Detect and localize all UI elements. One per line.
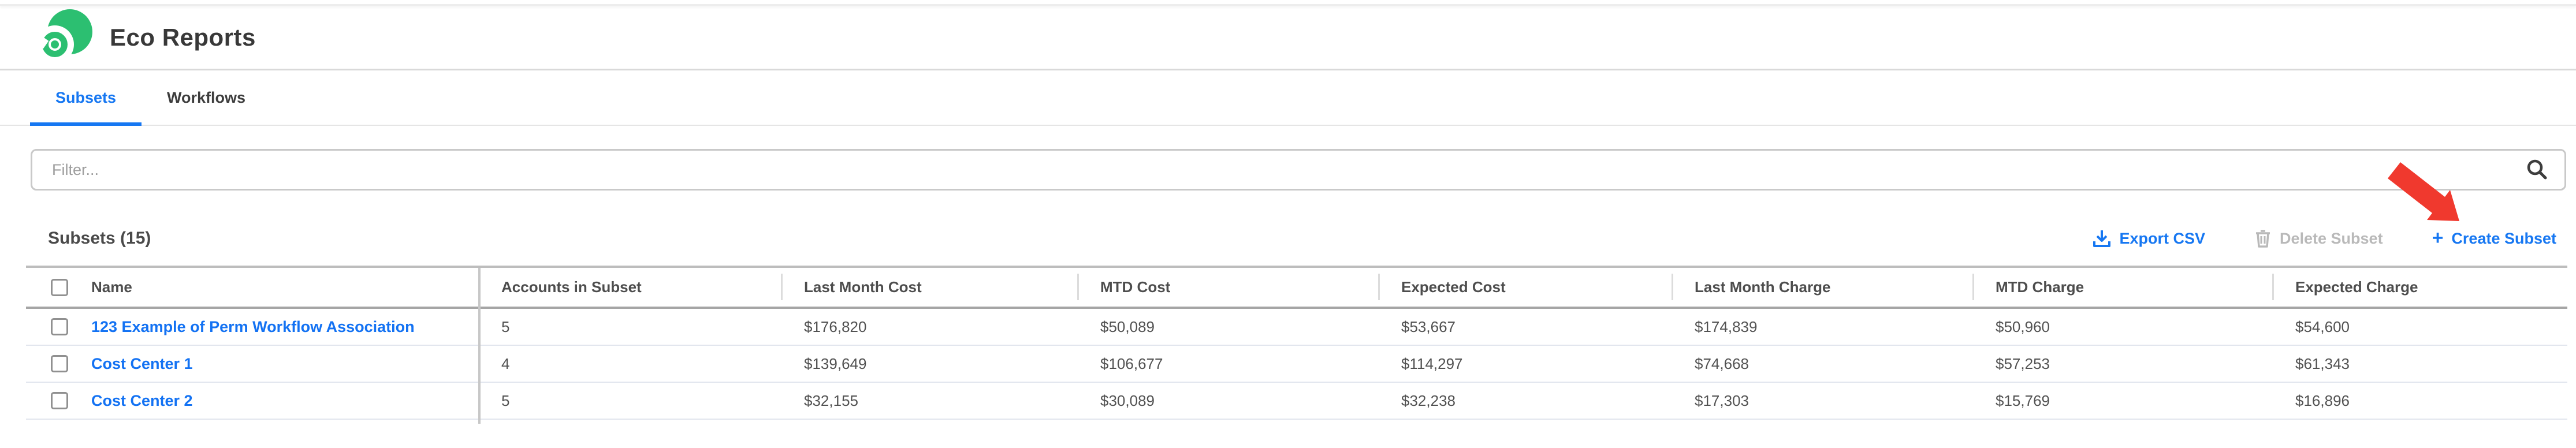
- row-checkbox[interactable]: [51, 318, 68, 335]
- column-divider: [478, 268, 481, 424]
- filter-field: [31, 149, 2566, 191]
- page-title: Eco Reports: [110, 23, 256, 51]
- row-checkbox[interactable]: [51, 355, 68, 372]
- filter-input[interactable]: [32, 160, 2525, 179]
- delete-subset-button[interactable]: Delete Subset: [2254, 229, 2383, 248]
- select-all-checkbox[interactable]: [51, 278, 68, 296]
- tab-subsets[interactable]: Subsets: [30, 70, 142, 126]
- column-header-last-month-cost: Last Month Cost: [781, 274, 1077, 300]
- search-icon: [2527, 159, 2547, 180]
- logo-dot: [51, 40, 59, 48]
- download-icon: [2093, 230, 2111, 247]
- cell-last_month_charge: $74,668: [1695, 354, 1749, 372]
- column-header-expected-charge: Expected Charge: [2272, 274, 2567, 300]
- column-header-last-month-charge: Last Month Charge: [1672, 274, 1972, 300]
- create-subset-button[interactable]: + Create Subset: [2432, 227, 2556, 249]
- cell-mtd_charge: $50,960: [1996, 318, 2050, 335]
- trash-icon: [2256, 230, 2270, 248]
- cell-last_month_charge: $17,303: [1695, 391, 1749, 409]
- table-toolbar: Subsets (15) Export CSV Delete Subset + …: [0, 225, 2576, 252]
- subset-name-link[interactable]: 123 Example of Perm Workflow Association: [91, 318, 415, 335]
- cell-name: Cost Center 1: [87, 355, 478, 373]
- plus-icon: +: [2432, 227, 2444, 249]
- toolbar-actions: Export CSV Delete Subset + Create Subset: [2093, 227, 2556, 249]
- cell-expected_charge: $61,343: [2295, 354, 2350, 372]
- cell-expected_cost: $114,297: [1401, 354, 1463, 372]
- cell-mtd_charge: $15,769: [1996, 391, 2050, 409]
- row-checkbox-cell: [26, 392, 87, 409]
- header-checkbox-cell: [26, 278, 87, 296]
- cell-last_month_charge: $174,839: [1695, 318, 1758, 335]
- eco-logo-icon: [31, 9, 92, 66]
- subsets-count-heading: Subsets (15): [48, 229, 151, 248]
- table-header-row: Name Accounts in Subset Last Month Cost MTD…: [26, 268, 2567, 309]
- column-header-mtd-cost: MTD Cost: [1077, 274, 1378, 300]
- cell-name: Cost Center 2: [87, 392, 478, 410]
- delete-subset-label: Delete Subset: [2280, 229, 2383, 247]
- cell-mtd_cost: $30,089: [1100, 391, 1155, 409]
- row-checkbox[interactable]: [51, 392, 68, 409]
- row-checkbox-cell: [26, 318, 87, 335]
- subsets-table: Name Accounts in Subset Last Month Cost MTD…: [26, 266, 2567, 424]
- table-row: Cost Center 1 4 $139,649 $106,677 $114,297 $7…: [26, 346, 2567, 383]
- table-row: Cost Center 2 5 $32,155 $30,089 $32,238 $17,3…: [26, 383, 2567, 420]
- export-csv-button[interactable]: Export CSV: [2093, 229, 2205, 248]
- column-header-name: Name: [91, 278, 132, 296]
- cell-accounts: 5: [501, 391, 510, 409]
- table-row: 123 Example of Perm Workflow Association…: [26, 309, 2567, 346]
- cell-expected_charge: $54,600: [2295, 318, 2350, 335]
- app-header: Eco Reports: [0, 6, 2576, 70]
- subset-name-link[interactable]: Cost Center 2: [91, 391, 193, 409]
- row-checkbox-cell: [26, 355, 87, 372]
- cell-expected_charge: $16,896: [2295, 391, 2350, 409]
- cell-expected_cost: $32,238: [1401, 391, 1455, 409]
- cell-accounts: 5: [501, 318, 510, 335]
- cell-last_month_cost: $32,155: [804, 391, 858, 409]
- tab-bar: Subsets Workflows: [0, 70, 2576, 126]
- cell-mtd_charge: $57,253: [1996, 354, 2050, 372]
- column-header-mtd-charge: MTD Charge: [1972, 274, 2272, 300]
- cell-last_month_cost: $176,820: [804, 318, 867, 335]
- cell-mtd_cost: $106,677: [1100, 354, 1163, 372]
- create-subset-label: Create Subset: [2451, 229, 2556, 247]
- cell-last_month_cost: $139,649: [804, 354, 867, 372]
- export-csv-label: Export CSV: [2119, 229, 2205, 247]
- subset-name-link[interactable]: Cost Center 1: [91, 354, 193, 372]
- column-header-accounts-in-subset: Accounts in Subset: [501, 278, 642, 296]
- cell-accounts: 4: [501, 354, 510, 372]
- top-divider: [0, 0, 2576, 6]
- cell-mtd_cost: $50,089: [1100, 318, 1155, 335]
- column-header-expected-cost: Expected Cost: [1378, 274, 1672, 300]
- cell-expected_cost: $53,667: [1401, 318, 1455, 335]
- table-body: 123 Example of Perm Workflow Association…: [26, 309, 2567, 420]
- logo-swirl: [31, 25, 74, 64]
- cell-name: 123 Example of Perm Workflow Association: [87, 318, 478, 336]
- logo-ring: [42, 31, 68, 57]
- tab-workflows[interactable]: Workflows: [167, 88, 246, 106]
